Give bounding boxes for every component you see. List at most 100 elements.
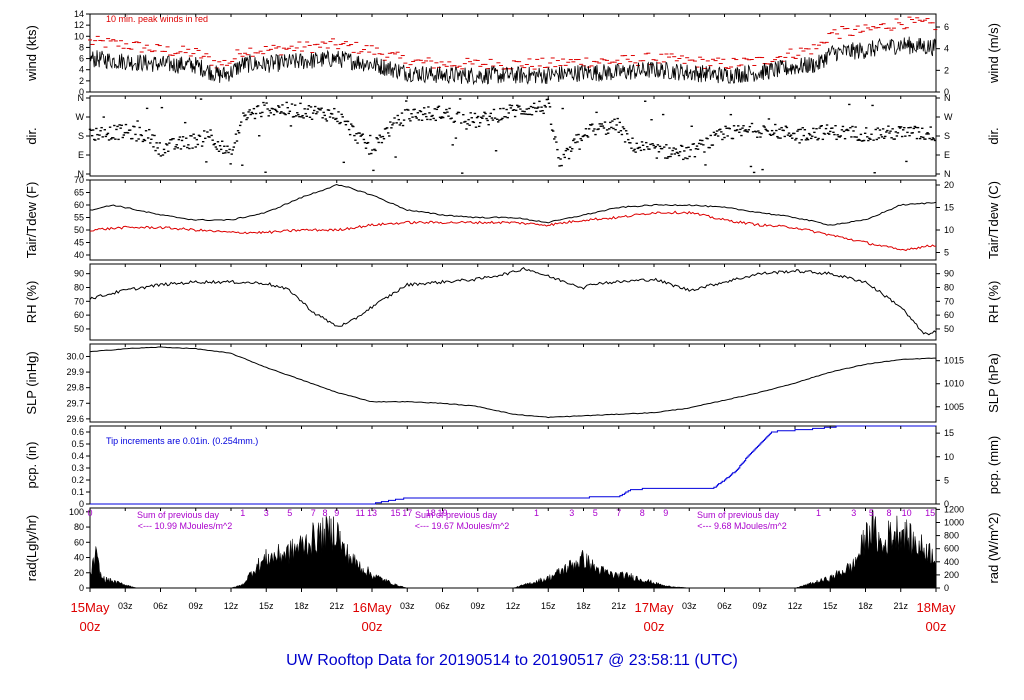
rad-right-tick-label: 0 <box>944 583 949 593</box>
hour-tick-label: 15z <box>259 601 274 611</box>
rh-left-tick-label: 60 <box>74 310 84 320</box>
rad-sum-1-value: <--- 10.99 MJoules/m^2 <box>138 521 233 531</box>
hour-tick-label: 12z <box>224 601 239 611</box>
day-date-label: 16May <box>352 600 392 615</box>
temp-right-tick-label: 15 <box>944 203 954 213</box>
wind-left-tick-label: 8 <box>79 42 84 52</box>
rad-right-tick-label: 600 <box>944 544 959 554</box>
temp-left-tick-label: 50 <box>74 225 84 235</box>
rad-sum-3-heading: Sum of previous day <box>697 510 780 520</box>
wind-left-tick-label: 2 <box>79 76 84 86</box>
slp-left-tick-label: 29.7 <box>66 398 84 408</box>
hour-tick-label: 09z <box>470 601 485 611</box>
rad-sum-2-value: <--- 19.67 MJoules/m^2 <box>415 521 510 531</box>
wind-left-tick-label: 0 <box>79 87 84 97</box>
rad-hour-mark: 15 <box>925 508 935 518</box>
rh-left-label: RH (%) <box>24 281 39 324</box>
pcp-right-tick-label: 15 <box>944 428 954 438</box>
hour-tick-label: 18z <box>576 601 591 611</box>
rad-right-tick-label: 1200 <box>944 504 964 514</box>
rh-line <box>89 267 937 336</box>
slp-left-label: SLP (inHg) <box>24 351 39 414</box>
wind-speed-line <box>89 36 937 86</box>
wind-right-tick-label: 4 <box>944 44 949 54</box>
rad-hour-mark: 5 <box>287 508 292 518</box>
day-hour-label: 00z <box>362 619 383 634</box>
temp-left-tick-label: 65 <box>74 188 84 198</box>
temp-left-tick-label: 55 <box>74 213 84 223</box>
pcp-right-tick-label: 5 <box>944 475 949 485</box>
hour-tick-label: 18z <box>294 601 309 611</box>
dir-left-tick-label: N <box>78 93 85 103</box>
temp-left-tick-label: 70 <box>74 175 84 185</box>
rad-hour-mark: 10 <box>902 508 912 518</box>
rad-hour-mark: 8 <box>886 508 891 518</box>
rad-left-tick-label: 100 <box>69 507 84 517</box>
slp-right-tick-label: 1005 <box>944 402 964 412</box>
slp-line <box>89 346 936 419</box>
wind-right-label: wind (m/s) <box>986 23 1001 84</box>
wind-left-tick-label: 6 <box>79 54 84 64</box>
slp-left-tick-label: 29.8 <box>66 383 84 393</box>
rad-hour-mark: 1 <box>816 508 821 518</box>
rad-hour-mark: 7 <box>616 508 621 518</box>
dir-left-tick-label: N <box>78 169 85 179</box>
rh-right-tick-label: 70 <box>944 296 954 306</box>
rad-hour-mark: 19 <box>437 508 447 518</box>
air-temp-line <box>89 183 937 226</box>
temp-right-tick-label: 5 <box>944 248 949 258</box>
pcp-left-label: pcp. (in) <box>24 442 39 489</box>
axis-ticks: 0246810121402464045505560657051015205060… <box>66 9 964 593</box>
temp-left-label: Tair/Tdew (F) <box>24 182 39 259</box>
slp-right-label: SLP (hPa) <box>986 353 1001 413</box>
rad-left-tick-label: 80 <box>74 522 84 532</box>
precip-line <box>90 425 936 505</box>
hour-tick-label: 21z <box>893 601 908 611</box>
slp-left-tick-label: 29.9 <box>66 367 84 377</box>
wind-right-tick-label: 6 <box>944 22 949 32</box>
rh-right-tick-label: 60 <box>944 310 954 320</box>
wind-panel-frame <box>89 13 937 93</box>
hour-tick-label: 06z <box>435 601 450 611</box>
pcp-left-tick-label: 0.1 <box>71 487 84 497</box>
rad-hour-mark: 17 <box>402 508 412 518</box>
rad-hour-mark: 3 <box>569 508 574 518</box>
data-traces: 0 1 3 5 7 8 9 11 13 15 17 18 19 1 3 5 7 8 9 1 3 5 8 10 15 <box>87 16 938 589</box>
rh-right-tick-label: 50 <box>944 324 954 334</box>
slp-right-tick-label: 1015 <box>944 356 964 366</box>
day-hour-label: 00z <box>926 619 947 634</box>
pcp-note: Tip increments are 0.01in. (0.254mm.) <box>106 436 258 446</box>
temp-right-label: Tair/Tdew (C) <box>986 181 1001 259</box>
rad-hour-mark: 8 <box>640 508 645 518</box>
dir-left-label: dir. <box>24 127 39 144</box>
hour-tick-label: 06z <box>717 601 732 611</box>
rad-left-label: rad(Lgly/hr) <box>24 515 39 581</box>
hour-tick-label: 09z <box>752 601 767 611</box>
wind-note: 10 min. peak winds in red <box>106 14 208 24</box>
rad-hour-mark: 18 <box>426 508 436 518</box>
dir-panel-frame <box>89 95 937 177</box>
dir-right-tick-label: N <box>944 93 951 103</box>
hour-tick-label: 21z <box>611 601 626 611</box>
dewpoint-line <box>89 210 937 252</box>
rad-hour-mark: 13 <box>367 508 377 518</box>
rh-panel-frame <box>89 263 937 341</box>
rad-right-tick-label: 200 <box>944 570 959 580</box>
slp-left-tick-label: 30.0 <box>66 351 84 361</box>
rad-sum-2-heading: Sum of previous day <box>415 510 498 520</box>
solar-radiation-area <box>89 508 937 589</box>
slp-right-tick-label: 1010 <box>944 379 964 389</box>
wind-left-tick-label: 10 <box>74 31 84 41</box>
rad-right-tick-label: 1000 <box>944 517 964 527</box>
chart-title: UW Rooftop Data for 20190514 to 20190517… <box>286 652 738 669</box>
rh-left-tick-label: 70 <box>74 296 84 306</box>
rad-hour-mark: 9 <box>663 508 668 518</box>
day-date-label: 18May <box>916 600 956 615</box>
hour-tick-label: 03z <box>682 601 697 611</box>
rh-left-tick-label: 80 <box>74 282 84 292</box>
rad-right-label: rad (W/m^2) <box>986 512 1001 583</box>
day-date-label: 17May <box>634 600 674 615</box>
day-hour-label: 00z <box>80 619 101 634</box>
